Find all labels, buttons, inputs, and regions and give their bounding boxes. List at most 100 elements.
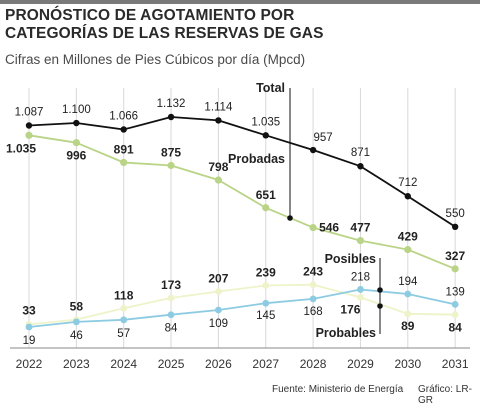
point-probadas-2031 <box>451 265 459 273</box>
series-name-probadas: Probadas <box>228 152 285 166</box>
label-probadas-2022: 1.035 <box>6 141 36 155</box>
top-rule <box>0 0 480 4</box>
point-probables-2030 <box>404 290 412 298</box>
point-posibles-2026 <box>215 288 222 295</box>
label-probadas-2023: 996 <box>66 149 86 163</box>
label-probadas-2025: 875 <box>161 145 181 159</box>
series-name-probables: Probables <box>316 326 376 340</box>
point-posibles-2030 <box>404 310 412 318</box>
line-chart: 2022 2023 2024 2025 2026 2027 2028 2029 2030 2031… <box>6 81 470 371</box>
x-tick-2024: 2024 <box>110 357 137 371</box>
label-probadas-2024: 891 <box>114 142 134 156</box>
series-line-probadas <box>28 134 456 270</box>
point-probables-2027 <box>262 299 270 307</box>
point-posibles-2024 <box>120 304 128 312</box>
label-total-2028: 957 <box>314 132 333 144</box>
label-total-2022: 1.087 <box>15 106 44 118</box>
label-posibles-2023: 58 <box>70 300 84 314</box>
point-total-2023 <box>73 119 80 127</box>
point-probadas-2030 <box>404 246 412 254</box>
point-total-2028 <box>309 146 317 154</box>
title-line-1: PRONÓSTICO DE AGOTAMIENTO POR <box>5 7 295 24</box>
label-probables-2029: 218 <box>351 271 370 283</box>
point-total-2022 <box>25 122 33 129</box>
point-total-2031 <box>451 223 459 231</box>
label-posibles-2026: 207 <box>208 272 228 286</box>
label-probables-2026: 109 <box>209 318 228 330</box>
series-line-probables <box>28 288 456 328</box>
x-tick-2025: 2025 <box>158 357 185 371</box>
point-probadas-2029 <box>356 236 365 245</box>
point-posibles-2031 <box>451 311 459 319</box>
point-total-2026 <box>215 117 222 124</box>
x-tick-2027: 2027 <box>252 357 279 371</box>
label-probables-2030: 194 <box>398 276 418 288</box>
x-tick-2028: 2028 <box>300 357 327 371</box>
label-probadas-2029: 477 <box>350 221 370 235</box>
label-total-2031: 550 <box>446 208 465 220</box>
probadas-callout-dot <box>287 215 293 221</box>
label-total-2030: 712 <box>398 177 417 189</box>
probables-callout-dot <box>377 287 383 293</box>
point-probables-2029 <box>357 286 364 293</box>
x-tick-2030: 2030 <box>394 357 421 371</box>
label-probables-2025: 84 <box>165 323 178 335</box>
series-name-posibles: Posibles <box>325 252 376 266</box>
point-probadas-2028 <box>309 223 317 232</box>
point-total-2025 <box>167 113 175 121</box>
x-tick-2023: 2023 <box>63 357 90 371</box>
label-probables-2031: 139 <box>446 286 465 298</box>
label-probables-2023: 46 <box>70 330 83 342</box>
series-line-total <box>28 116 456 228</box>
series-name-total: Total <box>256 81 285 95</box>
series-line-posibles <box>28 283 456 326</box>
label-total-2024: 1.066 <box>109 110 138 122</box>
label-posibles-2027: 239 <box>256 265 276 279</box>
point-probadas-2024 <box>120 158 128 167</box>
chart-subtitle: Cifras en Millones de Pies Cúbicos por d… <box>5 52 306 67</box>
label-posibles-2031: 84 <box>448 321 462 335</box>
point-probadas-2025 <box>167 161 175 170</box>
credit-note: Gráfico: LR-GR <box>418 384 472 406</box>
point-probadas-2023 <box>72 139 80 147</box>
source-note: Fuente: Ministerio de Energía <box>272 384 404 395</box>
point-probables-2022 <box>25 323 33 331</box>
label-probadas-2027: 651 <box>256 188 276 202</box>
label-total-2023: 1.100 <box>62 104 91 116</box>
title-line-2: CATEGORÍAS DE LAS RESERVAS DE GAS <box>5 24 324 42</box>
label-probadas-2030: 429 <box>398 230 418 244</box>
label-probables-2027: 145 <box>256 310 275 322</box>
x-tick-2031: 2031 <box>442 357 469 371</box>
label-total-2027: 1.035 <box>251 116 280 128</box>
label-posibles-2030: 89 <box>401 319 415 333</box>
point-probables-2024 <box>120 316 128 324</box>
point-total-2024 <box>120 126 127 133</box>
point-posibles-2028 <box>309 281 317 289</box>
label-probables-2028: 168 <box>304 306 323 318</box>
chart-title: PRONÓSTICO DE AGOTAMIENTO POR CATEGORÍAS… <box>5 7 475 42</box>
point-probables-2025 <box>167 311 175 319</box>
point-probables-2028 <box>309 295 317 303</box>
point-posibles-2025 <box>167 294 175 302</box>
x-tick-2026: 2026 <box>205 357 232 371</box>
point-total-2030 <box>404 193 411 200</box>
label-total-2026: 1.114 <box>204 101 233 113</box>
point-posibles-2027 <box>262 282 270 289</box>
x-tick-2029: 2029 <box>347 357 374 371</box>
label-probadas-2031: 327 <box>445 249 465 263</box>
x-tick-2022: 2022 <box>16 357 43 371</box>
label-total-2025: 1.132 <box>157 98 186 110</box>
label-total-2029: 871 <box>351 147 370 159</box>
point-posibles-2029 <box>357 293 364 301</box>
posibles-callout-dot <box>377 303 383 309</box>
label-posibles-2022: 33 <box>22 303 36 317</box>
point-probables-2026 <box>215 306 222 314</box>
point-probadas-2022 <box>25 131 33 139</box>
point-total-2027 <box>262 132 269 139</box>
label-posibles-2024: 118 <box>114 288 134 302</box>
label-posibles-2028: 243 <box>303 265 323 279</box>
label-posibles-2025: 173 <box>161 278 181 292</box>
label-probables-2024: 57 <box>117 328 130 340</box>
point-probables-2023 <box>72 318 80 326</box>
label-probables-2022: 19 <box>23 335 36 347</box>
